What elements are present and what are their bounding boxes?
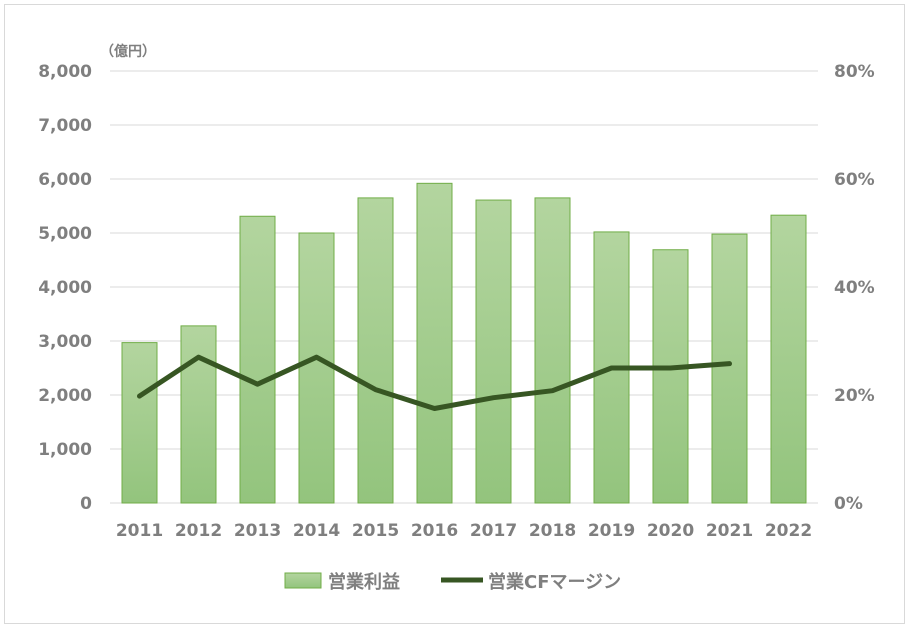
line-point-2018 (552, 390, 553, 392)
chart-frame (4, 4, 905, 624)
bar-series (121, 182, 807, 504)
axes: （億円） 0 1,000 2,000 3,000 4,000 5,000 6,000 7,00… (38, 43, 874, 541)
y-right-tick-label: 40% (834, 278, 875, 298)
bar-2022 (770, 214, 807, 504)
bar-2021 (711, 233, 748, 504)
y-right-tick-label: 60% (834, 170, 875, 190)
x-tick-label: 2017 (470, 521, 517, 541)
x-tick-label: 2013 (234, 521, 281, 541)
y-left-tick-label: 6,000 (38, 170, 92, 190)
line-point-2020 (670, 367, 671, 369)
bar-2013 (239, 215, 276, 504)
line-point-2015 (375, 389, 376, 391)
x-tick-label: 2019 (588, 521, 635, 541)
bar-2018 (534, 197, 571, 504)
y-left-tick-label: 0 (80, 494, 92, 514)
left-axis-unit-label: （億円） (100, 43, 156, 60)
legend-swatch-bar (284, 572, 322, 589)
legend: 営業利益 営業CFマージン (284, 571, 621, 593)
x-tick-label: 2012 (175, 521, 222, 541)
y-left-tick-label: 5,000 (38, 224, 92, 244)
bar-2012 (180, 325, 217, 504)
line-point-2012 (198, 356, 199, 358)
bar-2015 (357, 197, 394, 504)
line-point-2016 (434, 408, 435, 409)
bar-2011 (121, 342, 158, 504)
gridlines (110, 70, 818, 504)
bar-2014 (298, 232, 335, 504)
y-left-tick-label: 7,000 (38, 116, 92, 136)
line-point-2021 (729, 363, 730, 365)
legend-label-line: 営業CFマージン (488, 571, 621, 593)
line-point-2011 (139, 395, 140, 397)
x-tick-label: 2018 (529, 521, 576, 541)
y-left-tick-label: 3,000 (38, 332, 92, 352)
line-point-2013 (257, 383, 258, 385)
x-tick-label: 2014 (293, 521, 340, 541)
y-left-tick-label: 2,000 (38, 386, 92, 406)
line-point-2017 (493, 397, 494, 399)
bar-2016 (416, 182, 453, 504)
bar-2020 (652, 249, 689, 504)
y-right-tick-label: 0% (834, 494, 863, 514)
y-left-tick-label: 8,000 (38, 62, 92, 82)
y-right-tick-label: 20% (834, 386, 875, 406)
x-tick-label: 2022 (765, 521, 812, 541)
line-point-2019 (611, 367, 612, 369)
y-right-tick-label: 80% (834, 62, 875, 82)
x-tick-label: 2020 (647, 521, 694, 541)
y-left-tick-label: 1,000 (38, 440, 92, 460)
x-tick-label: 2016 (411, 521, 458, 541)
x-tick-label: 2021 (706, 521, 753, 541)
legend-label-bar: 営業利益 (328, 571, 400, 593)
x-tick-label: 2011 (116, 521, 163, 541)
x-tick-label: 2015 (352, 521, 399, 541)
line-series (137, 354, 732, 411)
line-point-2014 (316, 356, 317, 358)
bar-2017 (475, 199, 512, 504)
y-left-tick-label: 4,000 (38, 278, 92, 298)
